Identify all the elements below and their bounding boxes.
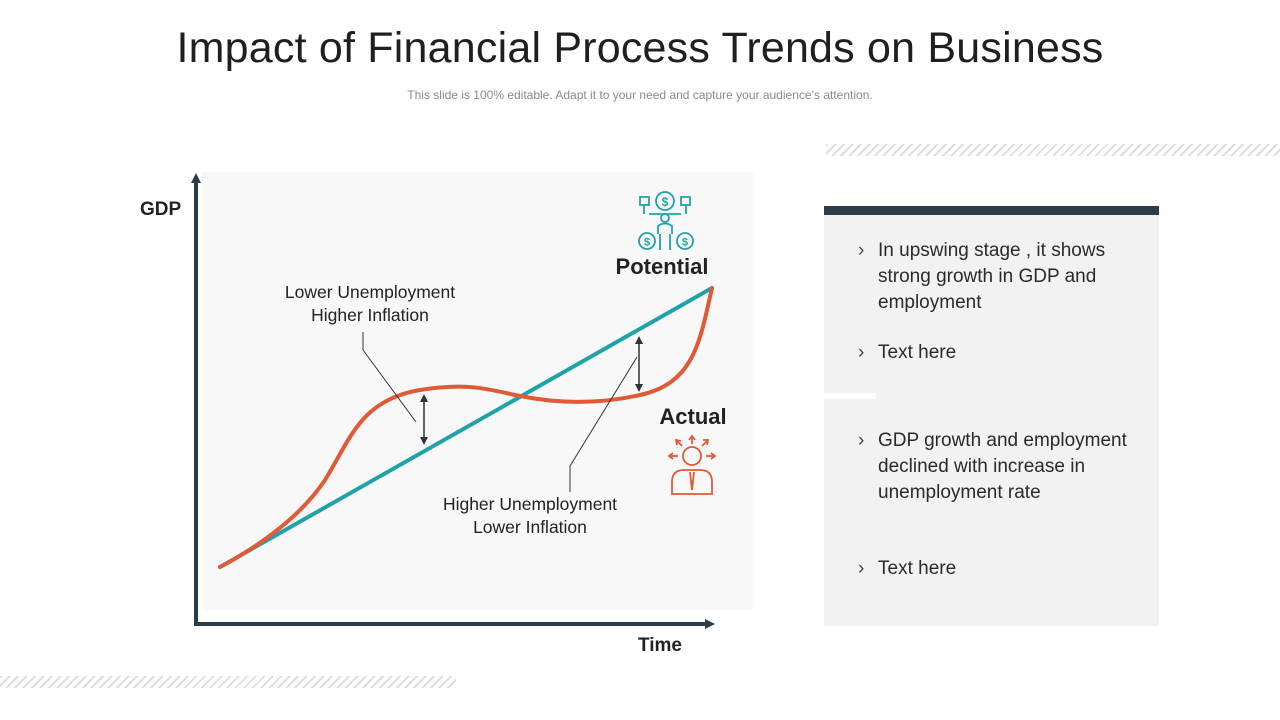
decorative-hatch-bottom <box>0 676 456 688</box>
slide-title: Impact of Financial Process Trends on Bu… <box>176 24 1104 72</box>
annotation-lower-line-1: Higher Unemployment <box>443 494 617 514</box>
annotation-lower-line-2: Lower Inflation <box>473 517 587 537</box>
panel-bullet-1-text: In upswing stage , it shows strong growt… <box>878 240 1106 313</box>
y-axis-label: GDP <box>140 199 182 220</box>
leader-line-upper <box>362 332 417 423</box>
annotation-upper-line-2: Higher Inflation <box>311 305 429 325</box>
panel-bullet-3: › GDP growth and employment declined wit… <box>858 428 1128 506</box>
panel-divider <box>824 393 876 399</box>
annotation-upper-line-1: Lower Unemployment <box>285 282 455 302</box>
panel-bullet-1: › In upswing stage , it shows strong gro… <box>858 238 1128 316</box>
person-arrows-icon <box>667 434 717 495</box>
svg-text:$: $ <box>682 237 688 249</box>
decorative-hatch-top <box>826 144 1280 156</box>
chevron-right-icon: › <box>858 558 865 579</box>
team-dollar-icon: $ $ $ <box>638 191 694 250</box>
chevron-right-icon: › <box>858 240 865 261</box>
potential-label: Potential <box>616 254 709 279</box>
panel-bullet-2-text: Text here <box>878 342 957 363</box>
actual-gdp-curve <box>218 286 714 569</box>
panel-bullet-4-text: Text here <box>878 558 957 579</box>
x-axis-label: Time <box>638 635 682 656</box>
plot-background <box>202 172 753 610</box>
panel-bullet-3-text: GDP growth and employment declined with … <box>878 430 1127 503</box>
potential-gdp-line <box>218 286 714 569</box>
svg-text:$: $ <box>662 195 669 209</box>
actual-label: Actual <box>659 404 726 429</box>
info-panel <box>824 206 1159 626</box>
svg-text:$: $ <box>644 237 650 249</box>
panel-bullet-2: › Text here <box>858 340 1128 366</box>
chevron-right-icon: › <box>858 430 865 451</box>
slide-subtitle: This slide is 100% editable. Adapt it to… <box>407 88 873 102</box>
panel-bullet-4: › Text here <box>858 556 1128 582</box>
leader-line-lower <box>569 356 638 492</box>
chevron-right-icon: › <box>858 342 865 363</box>
